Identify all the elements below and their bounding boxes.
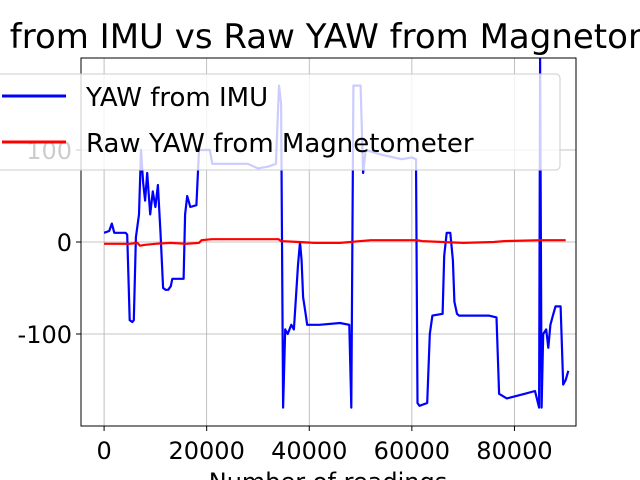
series-line-raw-yaw-magnetometer bbox=[104, 238, 566, 247]
legend-label-yaw-imu: YAW from IMU bbox=[85, 83, 268, 113]
x-tick-label: 60000 bbox=[374, 437, 450, 465]
legend-box bbox=[0, 73, 561, 171]
y-tick-label: 0 bbox=[57, 229, 72, 257]
x-tick-label: 40000 bbox=[271, 437, 347, 465]
series-line-yaw-imu bbox=[103, 58, 570, 409]
legend-label-raw-yaw: Raw YAW from Magnetometer bbox=[86, 129, 474, 159]
y-tick-label: -100 bbox=[18, 321, 72, 349]
x-tick-label: 20000 bbox=[168, 437, 244, 465]
plot-area bbox=[103, 58, 570, 409]
chart-title: YAW from IMU vs Raw YAW from Magnetomete… bbox=[0, 17, 640, 57]
x-axis-label: Number of readings bbox=[209, 468, 447, 480]
x-tick-label: 80000 bbox=[476, 437, 552, 465]
x-tick-label: 0 bbox=[96, 437, 111, 465]
legend: YAW from IMU Raw YAW from Magnetometer bbox=[0, 73, 561, 171]
